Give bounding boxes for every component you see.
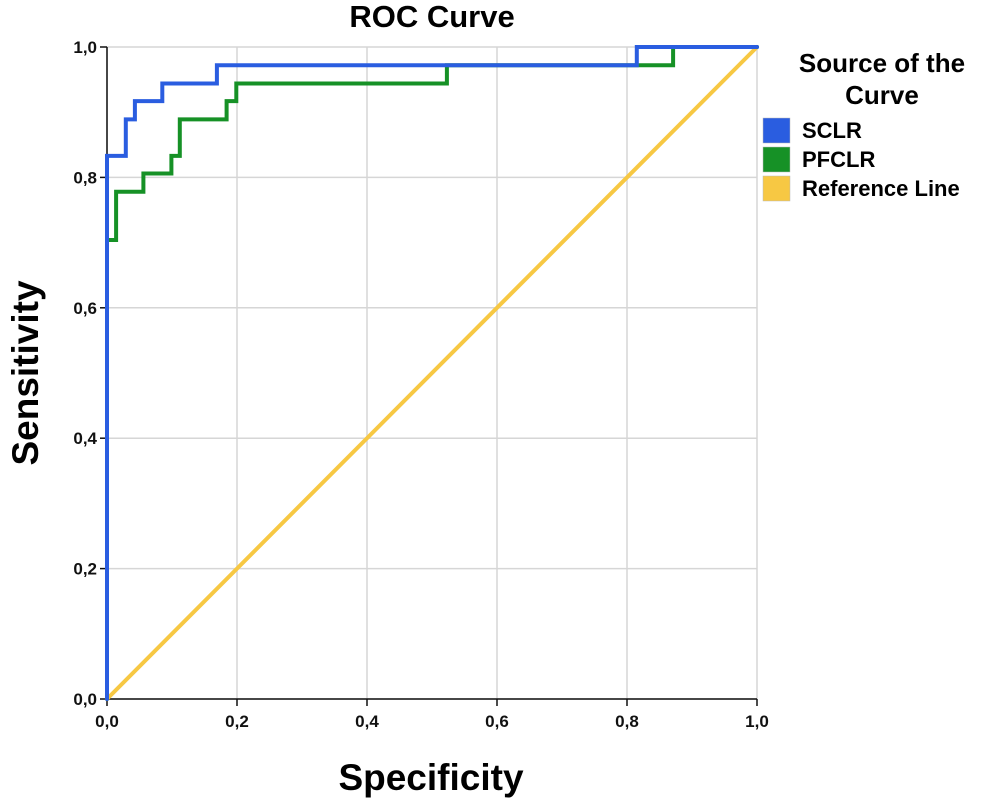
y-tick-label: 0,0 — [73, 690, 97, 709]
legend-swatch — [762, 117, 791, 144]
y-tick-label: 0,4 — [73, 429, 97, 448]
x-tick-label: 0,0 — [95, 712, 119, 731]
series-layer — [105, 45, 759, 701]
y-tick-label: 0,8 — [73, 168, 97, 187]
y-axis-label: Sensitivity — [5, 280, 46, 465]
x-axis-label: Specificity — [338, 757, 523, 798]
x-tick-label: 0,2 — [225, 712, 249, 731]
series-line-reference-line — [105, 45, 759, 701]
y-tick-label: 0,2 — [73, 560, 97, 579]
legend-swatch — [762, 175, 791, 202]
legend-label: PFCLR — [802, 147, 875, 172]
x-tick-label: 0,6 — [485, 712, 509, 731]
x-tick-label: 1,0 — [745, 712, 769, 731]
series-line-sclr — [105, 45, 759, 701]
legend: Source of the Curve SCLR PFCLR Reference L… — [762, 48, 965, 202]
legend-label: SCLR — [802, 118, 862, 143]
y-tick-label: 1,0 — [73, 38, 97, 57]
legend-title-line1: Source of the — [799, 48, 965, 78]
legend-label: Reference Line — [802, 176, 960, 201]
x-tick-label: 0,8 — [615, 712, 639, 731]
y-tick-label: 0,6 — [73, 299, 97, 318]
legend-swatch — [762, 146, 791, 173]
x-tick-label: 0,4 — [355, 712, 379, 731]
chart-title: ROC Curve — [349, 0, 514, 34]
legend-title-line2: Curve — [845, 80, 919, 110]
